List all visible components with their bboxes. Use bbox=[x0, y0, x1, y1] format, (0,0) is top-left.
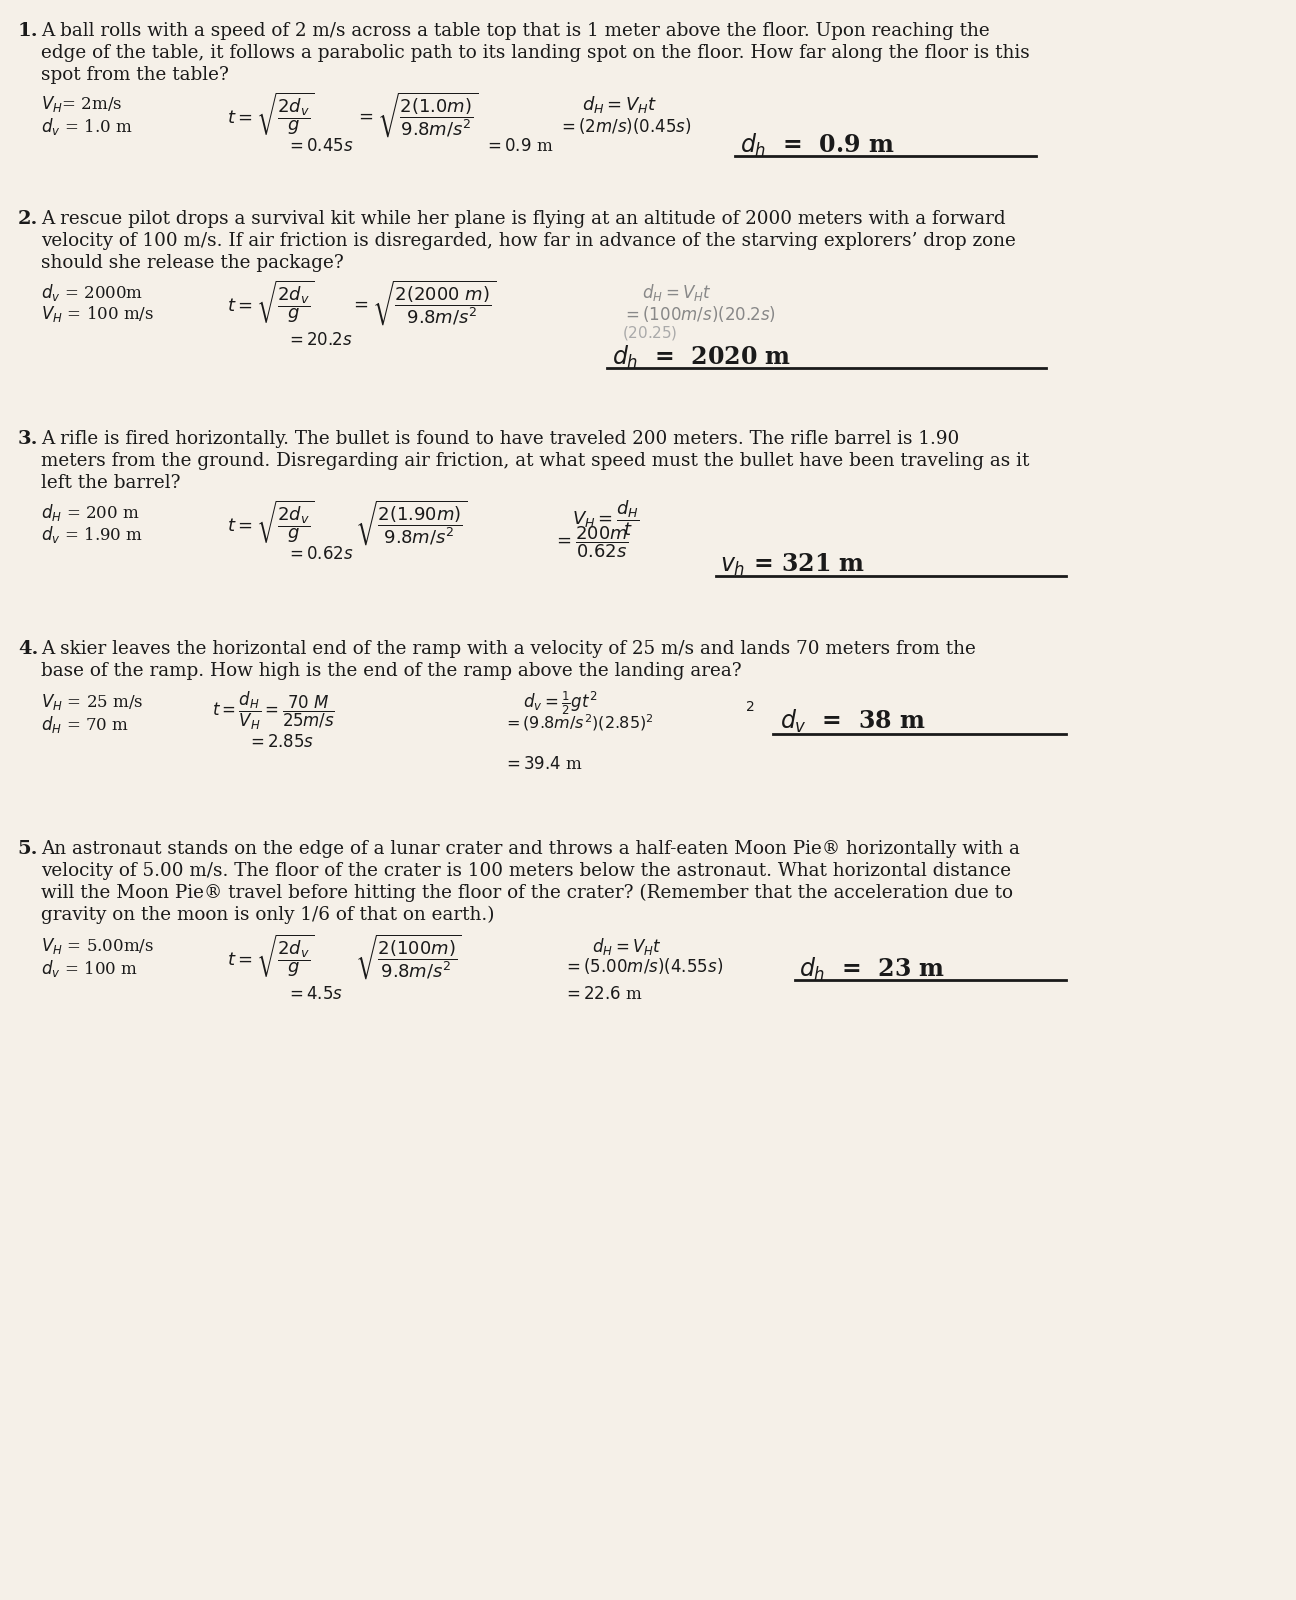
Text: $= (9.8m/s^2)(2.85)^2$: $= (9.8m/s^2)(2.85)^2$ bbox=[503, 712, 654, 733]
Text: $= (5.00m/s)(4.55s)$: $= (5.00m/s)(4.55s)$ bbox=[562, 955, 723, 976]
Text: velocity of 100 m/s. If air friction is disregarded, how far in advance of the s: velocity of 100 m/s. If air friction is … bbox=[41, 232, 1016, 250]
Text: A skier leaves the horizontal end of the ramp with a velocity of 25 m/s and land: A skier leaves the horizontal end of the… bbox=[41, 640, 976, 658]
Text: $= \sqrt{\dfrac{2(2000\ m)}{9.8 m/s^2}}$: $= \sqrt{\dfrac{2(2000\ m)}{9.8 m/s^2}}$ bbox=[350, 278, 496, 326]
Text: $d_h$  =  2020 m: $d_h$ = 2020 m bbox=[612, 344, 791, 371]
Text: 2.: 2. bbox=[18, 210, 38, 227]
Text: $V_H$ = 5.00m/s: $V_H$ = 5.00m/s bbox=[41, 936, 154, 955]
Text: edge of the table, it follows a parabolic path to its landing spot on the floor.: edge of the table, it follows a paraboli… bbox=[41, 43, 1030, 62]
Text: $= 4.5 s$: $= 4.5 s$ bbox=[286, 986, 343, 1003]
Text: A rescue pilot drops a survival kit while her plane is flying at an altitude of : A rescue pilot drops a survival kit whil… bbox=[41, 210, 1006, 227]
Text: $= 0.62 s$: $= 0.62 s$ bbox=[286, 546, 354, 563]
Text: $= \sqrt{\dfrac{2(1.0m)}{9.8 m/s^2}}$: $= \sqrt{\dfrac{2(1.0m)}{9.8 m/s^2}}$ bbox=[355, 90, 478, 139]
Text: $d_H = V_H t$: $d_H = V_H t$ bbox=[642, 282, 712, 302]
Text: $v_h$ = 321 m: $v_h$ = 321 m bbox=[721, 552, 866, 578]
Text: 4.: 4. bbox=[18, 640, 38, 658]
Text: $= \dfrac{200m}{0.62s}$: $= \dfrac{200m}{0.62s}$ bbox=[552, 525, 629, 560]
Text: $t = \sqrt{\dfrac{2d_v}{g}}$: $t = \sqrt{\dfrac{2d_v}{g}}$ bbox=[227, 931, 315, 979]
Text: 3.: 3. bbox=[18, 430, 39, 448]
Text: $d_h$  =  0.9 m: $d_h$ = 0.9 m bbox=[740, 133, 894, 160]
Text: gravity on the moon is only 1/6 of that on earth.): gravity on the moon is only 1/6 of that … bbox=[41, 906, 495, 925]
Text: $= 39.4$ m: $= 39.4$ m bbox=[503, 757, 583, 773]
Text: $= 0.9$ m: $= 0.9$ m bbox=[483, 138, 553, 155]
Text: 5.: 5. bbox=[18, 840, 39, 858]
Text: $d_v$ = 1.90 m: $d_v$ = 1.90 m bbox=[41, 525, 144, 546]
Text: will the Moon Pie® travel before hitting the floor of the crater? (Remember that: will the Moon Pie® travel before hitting… bbox=[41, 883, 1013, 902]
Text: $d_H$ = 70 m: $d_H$ = 70 m bbox=[41, 714, 130, 734]
Text: $d_v$  =  38 m: $d_v$ = 38 m bbox=[780, 707, 925, 736]
Text: $d_v$ = 100 m: $d_v$ = 100 m bbox=[41, 958, 139, 979]
Text: $d_H = V_H t$: $d_H = V_H t$ bbox=[582, 94, 657, 115]
Text: spot from the table?: spot from the table? bbox=[41, 66, 229, 83]
Text: $V_H$ = 25 m/s: $V_H$ = 25 m/s bbox=[41, 691, 144, 712]
Text: $t = \dfrac{d_H}{V_H} = \dfrac{70\ M}{25m/s}$: $t = \dfrac{d_H}{V_H} = \dfrac{70\ M}{25… bbox=[213, 690, 334, 733]
Text: $= 20.2 s$: $= 20.2 s$ bbox=[286, 333, 353, 349]
Text: $d_H = V_H t$: $d_H = V_H t$ bbox=[592, 936, 662, 957]
Text: A ball rolls with a speed of 2 m/s across a table top that is 1 meter above the : A ball rolls with a speed of 2 m/s acros… bbox=[41, 22, 990, 40]
Text: $d_v$ = 2000m: $d_v$ = 2000m bbox=[41, 282, 144, 302]
Text: $t = \sqrt{\dfrac{2d_v}{g}}$: $t = \sqrt{\dfrac{2d_v}{g}}$ bbox=[227, 278, 315, 325]
Text: $= 0.45 s$: $= 0.45 s$ bbox=[286, 138, 354, 155]
Text: $V_H$= 2m/s: $V_H$= 2m/s bbox=[41, 94, 123, 114]
Text: $t = \sqrt{\dfrac{2d_v}{g}}$: $t = \sqrt{\dfrac{2d_v}{g}}$ bbox=[227, 498, 315, 546]
Text: $= (2 m/s)(0.45 s)$: $= (2 m/s)(0.45 s)$ bbox=[557, 117, 691, 136]
Text: A rifle is fired horizontally. The bullet is found to have traveled 200 meters. : A rifle is fired horizontally. The bulle… bbox=[41, 430, 960, 448]
Text: should she release the package?: should she release the package? bbox=[41, 254, 345, 272]
Text: $d_h$  =  23 m: $d_h$ = 23 m bbox=[800, 955, 946, 982]
Text: $d_v$ = 1.0 m: $d_v$ = 1.0 m bbox=[41, 117, 133, 138]
Text: $V_H = \dfrac{d_H}{t}$: $V_H = \dfrac{d_H}{t}$ bbox=[573, 498, 640, 538]
Text: $2$: $2$ bbox=[745, 701, 754, 714]
Text: $\sqrt{\dfrac{2(100m)}{9.8m/s^2}}$: $\sqrt{\dfrac{2(100m)}{9.8m/s^2}}$ bbox=[355, 931, 461, 981]
Text: $= 22.6$ m: $= 22.6$ m bbox=[562, 986, 643, 1003]
Text: left the barrel?: left the barrel? bbox=[41, 474, 181, 493]
Text: $V_H$ = 100 m/s: $V_H$ = 100 m/s bbox=[41, 304, 154, 323]
Text: 1.: 1. bbox=[18, 22, 39, 40]
Text: meters from the ground. Disregarding air friction, at what speed must the bullet: meters from the ground. Disregarding air… bbox=[41, 451, 1030, 470]
Text: $\sqrt{\dfrac{2(1.90m)}{9.8m/s^2}}$: $\sqrt{\dfrac{2(1.90m)}{9.8m/s^2}}$ bbox=[355, 498, 468, 547]
Text: base of the ramp. How high is the end of the ramp above the landing area?: base of the ramp. How high is the end of… bbox=[41, 662, 743, 680]
Text: $(20.25)$: $(20.25)$ bbox=[622, 323, 677, 342]
Text: $t = \sqrt{\dfrac{2d_v}{g}}$: $t = \sqrt{\dfrac{2d_v}{g}}$ bbox=[227, 90, 315, 138]
Text: An astronaut stands on the edge of a lunar crater and throws a half-eaten Moon P: An astronaut stands on the edge of a lun… bbox=[41, 840, 1020, 858]
Text: $= 2.85 s$: $= 2.85 s$ bbox=[246, 734, 314, 750]
Text: $d_H$ = 200 m: $d_H$ = 200 m bbox=[41, 502, 140, 523]
Text: $d_v = \frac{1}{2}g t^2$: $d_v = \frac{1}{2}g t^2$ bbox=[524, 690, 597, 717]
Text: $= (100 m/s)(20.2s)$: $= (100 m/s)(20.2s)$ bbox=[622, 304, 776, 323]
Text: velocity of 5.00 m/s. The floor of the crater is 100 meters below the astronaut.: velocity of 5.00 m/s. The floor of the c… bbox=[41, 862, 1012, 880]
